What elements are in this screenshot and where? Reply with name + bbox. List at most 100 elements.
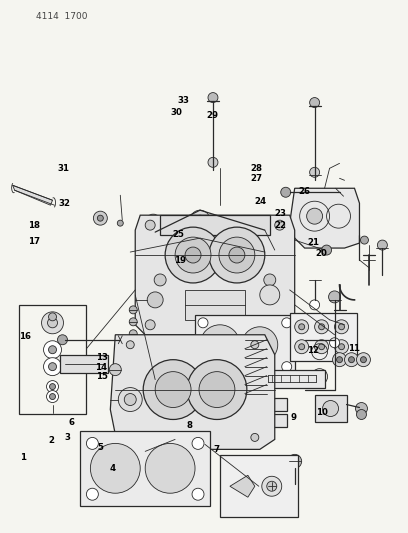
Circle shape [339,344,344,350]
Circle shape [126,433,134,441]
Circle shape [310,300,319,310]
Circle shape [118,387,142,411]
Circle shape [357,353,370,367]
Circle shape [288,454,302,469]
Circle shape [190,210,210,230]
Circle shape [143,360,203,419]
Text: 18: 18 [28,221,40,230]
Text: 10: 10 [316,408,328,417]
Circle shape [319,324,325,330]
Bar [258,400,270,408]
Circle shape [310,167,319,177]
Text: 4: 4 [109,464,115,473]
Circle shape [357,409,366,419]
Circle shape [337,357,343,362]
Circle shape [47,381,58,393]
Circle shape [86,488,98,500]
Circle shape [150,233,160,243]
Polygon shape [290,188,359,248]
Circle shape [44,358,62,376]
Text: 3: 3 [65,433,71,442]
Circle shape [126,341,134,349]
Text: 24: 24 [254,197,266,206]
Circle shape [242,327,278,362]
Text: 28: 28 [250,164,262,173]
Circle shape [328,291,341,303]
Bar [160,215,270,235]
Circle shape [185,247,201,263]
Circle shape [229,247,245,263]
Circle shape [360,357,366,362]
Text: 13: 13 [95,353,108,362]
Circle shape [307,208,323,224]
Bar [60,354,109,373]
Text: 25: 25 [173,230,185,239]
Bar [260,370,325,387]
Circle shape [147,292,163,308]
Circle shape [198,362,208,372]
Circle shape [198,318,208,328]
Circle shape [93,211,107,225]
Text: 21: 21 [307,238,319,247]
Circle shape [145,214,161,230]
Text: 26: 26 [299,187,311,196]
Circle shape [187,360,247,419]
Circle shape [344,353,359,367]
Circle shape [149,218,157,226]
Text: 1: 1 [20,453,26,462]
Circle shape [86,438,98,449]
Circle shape [145,220,155,230]
Circle shape [49,346,56,354]
Text: 16: 16 [19,332,31,341]
Text: 11: 11 [348,344,360,353]
Circle shape [42,312,64,334]
Text: 15: 15 [95,373,107,382]
Circle shape [98,215,103,221]
Bar [215,415,287,427]
Circle shape [117,220,123,226]
Circle shape [315,320,328,334]
Text: 33: 33 [177,96,190,106]
Circle shape [322,245,332,255]
Text: 12: 12 [307,346,319,355]
Circle shape [335,320,348,334]
Circle shape [339,324,344,330]
Text: 23: 23 [275,209,286,218]
Circle shape [208,93,218,102]
Text: 6: 6 [69,418,75,426]
Circle shape [219,237,255,273]
Text: 20: 20 [315,249,327,258]
Bar [185,290,245,320]
Bar [220,455,298,517]
Circle shape [175,237,211,273]
Bar [240,416,252,425]
Bar [258,416,270,425]
Circle shape [47,391,58,402]
Circle shape [299,344,305,350]
Circle shape [319,344,325,350]
Circle shape [154,274,166,286]
Text: 32: 32 [59,199,71,208]
Circle shape [192,488,204,500]
Bar [80,431,210,506]
Circle shape [124,393,136,406]
Text: 2: 2 [49,436,55,445]
Text: 9: 9 [290,414,297,422]
Circle shape [333,353,346,367]
Circle shape [343,320,353,330]
Circle shape [209,227,265,283]
Bar [215,398,287,410]
Circle shape [145,443,195,493]
Circle shape [145,320,155,330]
Polygon shape [135,215,295,335]
Circle shape [129,318,137,326]
Circle shape [200,325,240,365]
Circle shape [251,341,259,349]
Circle shape [330,338,339,348]
Circle shape [264,274,276,286]
Circle shape [275,220,285,230]
Circle shape [282,318,292,328]
Circle shape [295,320,308,334]
Polygon shape [13,185,53,205]
Circle shape [192,438,204,449]
